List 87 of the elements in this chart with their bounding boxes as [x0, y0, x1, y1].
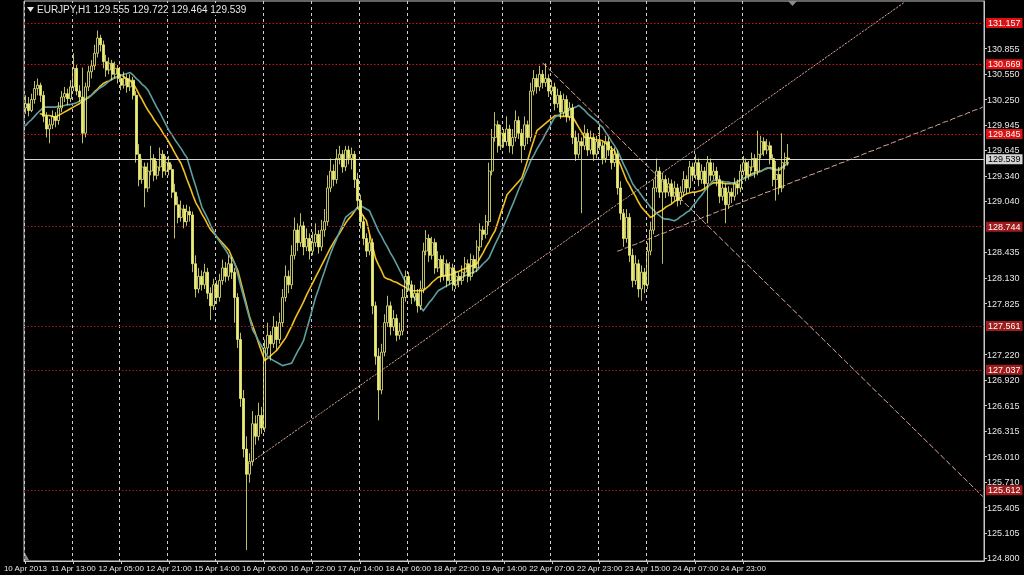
candlestick — [144, 162, 147, 208]
candlestick — [697, 158, 700, 187]
x-tick-label: 19 Apr 14:00 — [481, 563, 528, 573]
candlestick — [787, 143, 790, 167]
y-tick-label: 129.340 — [987, 171, 1020, 182]
ref-line-label: 125.612 — [988, 485, 1021, 496]
candlestick — [745, 158, 748, 182]
y-tick-label: 129.945 — [987, 120, 1020, 131]
candlestick — [676, 183, 679, 207]
y-tick-label: 125.405 — [987, 502, 1020, 513]
candlestick — [500, 124, 503, 151]
candlestick — [637, 259, 640, 298]
y-tick-label: 129.645 — [987, 145, 1020, 156]
x-tick-label: 22 Apr 23:00 — [577, 563, 623, 573]
x-tick-label: 22 Apr 07:00 — [529, 563, 576, 573]
candlestick — [126, 73, 129, 94]
x-tick-label: 11 Apr 13:00 — [50, 563, 97, 573]
candlestick — [344, 145, 347, 172]
candlestick — [111, 59, 114, 81]
candlestick — [434, 238, 437, 275]
y-tick-label: 127.220 — [987, 349, 1020, 360]
candlestick — [446, 259, 449, 288]
candlestick — [162, 149, 165, 179]
candlestick — [428, 233, 431, 263]
x-tick-label: 17 Apr 14:00 — [337, 563, 384, 573]
candlestick — [724, 183, 727, 224]
candlestick — [586, 128, 589, 157]
line-series — [249, 1, 906, 464]
ref-line-label: 127.037 — [988, 364, 1021, 375]
x-tick-label: 12 Apr 05:00 — [98, 563, 145, 573]
y-tick-label: 126.920 — [987, 374, 1020, 385]
x-tick-label: 15 Apr 14:00 — [194, 563, 241, 573]
x-tick-label: 16 Apr 06:00 — [242, 563, 288, 573]
candlestick — [604, 135, 607, 164]
candlestick — [733, 177, 736, 201]
ref-line-label: 129.845 — [988, 129, 1021, 140]
y-tick-label: 125.105 — [987, 527, 1020, 538]
candlestick — [341, 149, 344, 174]
candlestick — [688, 160, 691, 193]
ref-line-label: 131.157 — [988, 17, 1021, 28]
y-tick-label: 130.855 — [987, 43, 1020, 54]
candlestick — [470, 253, 473, 281]
candlestick — [538, 65, 541, 92]
ref-line-label: 130.669 — [988, 59, 1021, 70]
x-tick-label: 16 Apr 22:00 — [289, 563, 336, 573]
y-tick-label: 126.010 — [987, 451, 1020, 462]
x-tick-label: 12 Apr 21:00 — [146, 563, 193, 573]
y-tick-label: 127.825 — [987, 298, 1020, 309]
y-tick-label: 124.800 — [987, 553, 1020, 564]
candlestick — [27, 96, 30, 117]
candlestick — [565, 94, 568, 123]
ref-line-label: 128.744 — [988, 221, 1021, 232]
candlestick — [559, 90, 562, 120]
chart-title: EURJPY,H1 129.555 129.722 129.464 129.539 — [37, 3, 247, 15]
candlestick — [781, 132, 784, 193]
x-tick-label: 23 Apr 15:00 — [624, 563, 671, 573]
candlestick — [757, 130, 760, 176]
y-tick-label: 128.435 — [987, 247, 1020, 258]
x-tick-label: 10 Apr 2013 — [3, 563, 48, 573]
line-series — [542, 62, 983, 497]
y-tick-label: 126.615 — [987, 400, 1020, 411]
candlestick — [670, 179, 673, 204]
candlestick — [257, 402, 260, 441]
candlestick — [706, 155, 709, 224]
y-tick-label: 130.550 — [987, 69, 1020, 80]
candlestick — [395, 313, 398, 342]
y-tick-label: 126.315 — [987, 425, 1020, 436]
candlestick — [452, 263, 455, 292]
ref-line-label: 127.561 — [988, 321, 1021, 332]
candlestick — [335, 148, 338, 185]
candlestick — [81, 67, 84, 144]
y-tick-label: 130.250 — [987, 94, 1020, 105]
candlestick — [763, 137, 766, 157]
y-tick-label: 128.130 — [987, 273, 1020, 284]
candlestick — [440, 254, 443, 283]
candlestick — [24, 94, 27, 115]
ref-line-label: 129.539 — [988, 154, 1021, 165]
x-tick-label: 18 Apr 06:00 — [385, 563, 432, 573]
candlestick — [227, 254, 230, 281]
candlestick — [592, 132, 595, 162]
y-tick-label: 129.040 — [987, 196, 1020, 207]
y-tick-label: 125.710 — [987, 476, 1020, 487]
x-tick-label: 24 Apr 07:00 — [672, 563, 719, 573]
candlestick — [553, 82, 556, 111]
candlestick — [123, 71, 126, 89]
x-tick-label: 24 Apr 23:00 — [720, 563, 767, 573]
x-tick-label: 18 Apr 22:00 — [433, 563, 480, 573]
